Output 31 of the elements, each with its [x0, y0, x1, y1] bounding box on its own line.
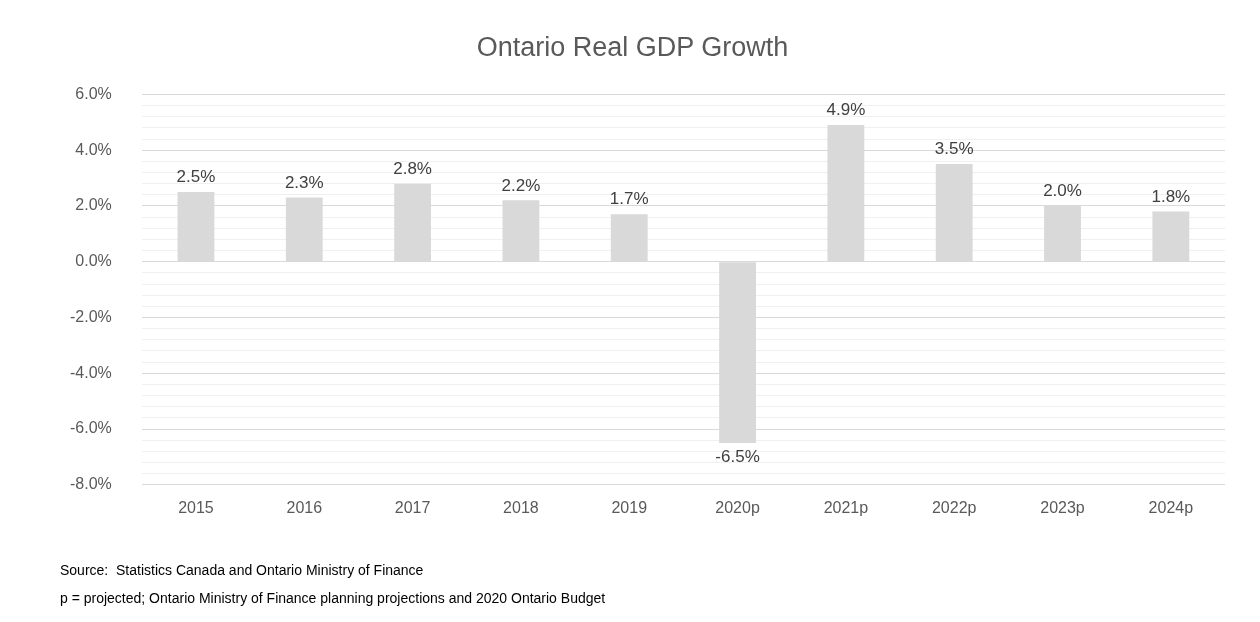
x-tick-label: 2023p	[1040, 498, 1085, 516]
data-label: 3.5%	[934, 139, 974, 159]
data-label: 2.8%	[393, 158, 432, 178]
y-tick-label: 6.0%	[75, 84, 112, 102]
x-tick-label: 2019	[611, 498, 648, 516]
x-tick-label: 2015	[178, 498, 214, 516]
x-tick-label: 2018	[503, 498, 539, 516]
y-tick-label: -4.0%	[70, 363, 112, 381]
text: p = projected; Ontario Ministry of Finance planning projections and 2020 Ontario Budget	[60, 589, 606, 606]
y-tick-label: 4.0%	[75, 140, 112, 158]
data-label: 2.3%	[284, 172, 324, 192]
data-label: 2.0%	[1043, 181, 1082, 201]
chart-title: Ontario Real GDP Growth	[476, 31, 789, 62]
data-label: -6.5%	[715, 447, 760, 467]
data-label: 2.2%	[501, 175, 541, 195]
x-tick-label: 2016	[286, 498, 323, 516]
y-tick-label: -8.0%	[70, 475, 112, 493]
data-label: 1.7%	[609, 189, 649, 209]
y-tick-label: -6.0%	[70, 419, 112, 437]
data-label: 2.5%	[176, 167, 216, 187]
data-label: 4.9%	[826, 100, 866, 120]
y-tick-label: 2.0%	[75, 196, 112, 214]
x-tick-label: 2022p	[931, 498, 977, 516]
y-tick-label: -2.0%	[70, 307, 112, 325]
x-tick-label: 2020p	[715, 498, 760, 516]
x-tick-label: 2024p	[1148, 498, 1194, 516]
y-tick-label: 0.0%	[75, 252, 112, 270]
source-note: Source: Statistics Canada and Ontario Ministry of Finance	[60, 561, 424, 578]
x-tick-label: 2021p	[823, 498, 869, 516]
x-tick-label: 2017	[394, 498, 431, 516]
data-label: 1.8%	[1151, 186, 1191, 206]
